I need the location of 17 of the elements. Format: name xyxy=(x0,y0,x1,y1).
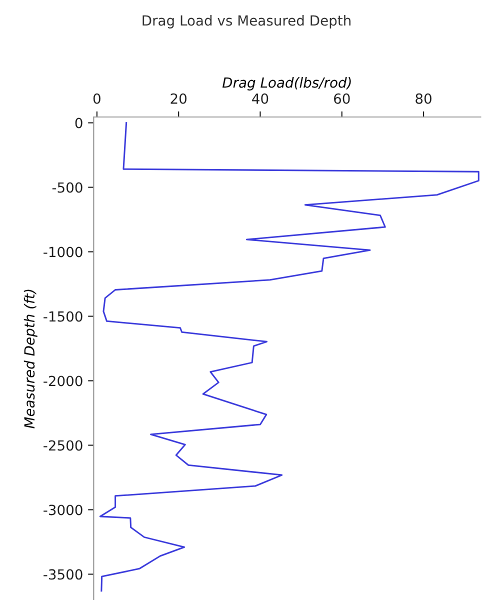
y-tick-label: -1500 xyxy=(44,311,82,322)
x-tick-label: 40 xyxy=(252,93,268,104)
x-tick-label: 80 xyxy=(416,93,432,104)
x-tick-label: 0 xyxy=(93,93,100,104)
y-tick-label: -2000 xyxy=(44,376,82,386)
x-tick-label: 20 xyxy=(170,93,186,104)
y-axis-title: Measured Depth (ft) xyxy=(24,290,38,428)
x-tick-label: 60 xyxy=(334,93,350,104)
y-tick-label: 0 xyxy=(75,118,82,128)
y-tick-label: -3500 xyxy=(44,569,82,580)
y-tick-label: -1000 xyxy=(44,246,82,258)
x-axis-title: Drag Load(lbs/rod) xyxy=(222,77,351,90)
y-tick-label: -2500 xyxy=(44,440,82,451)
y-tick-label: -500 xyxy=(52,182,82,193)
y-tick-label: -3000 xyxy=(44,504,82,516)
line-series xyxy=(99,122,480,592)
chart-title: Drag Load vs Measured Depth xyxy=(142,15,350,28)
